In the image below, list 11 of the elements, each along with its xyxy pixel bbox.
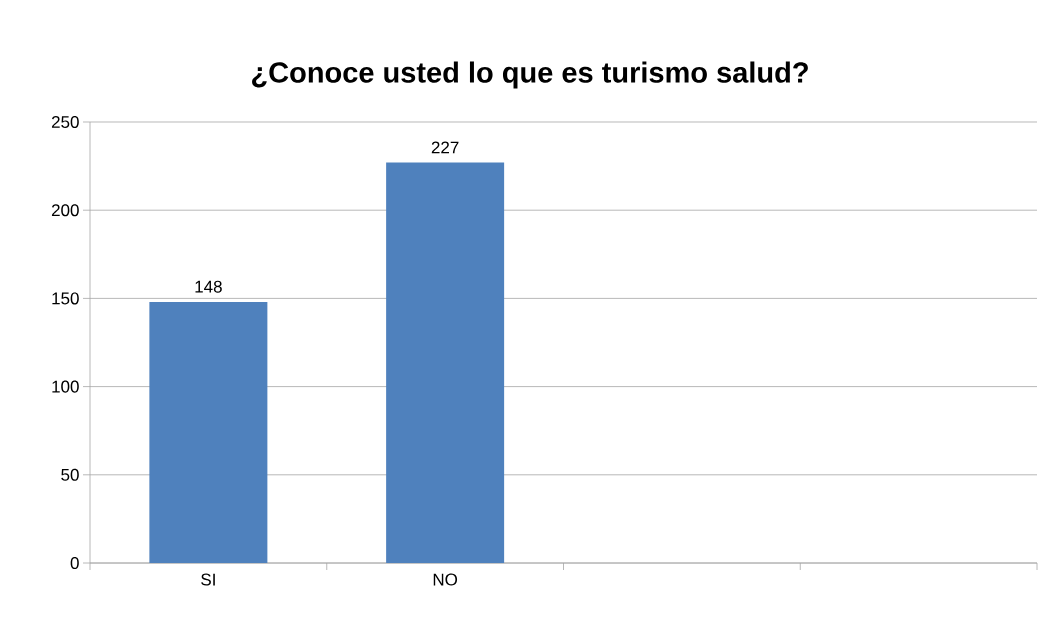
data-label: 148 <box>195 280 222 293</box>
x-tick-label: NO <box>433 573 458 586</box>
y-tick-label: 150 <box>52 292 79 305</box>
y-tick-label: 50 <box>61 468 79 481</box>
y-tick-label: 250 <box>51 115 79 129</box>
y-tick-label: 200 <box>51 204 79 217</box>
y-tick-label: 100 <box>52 380 79 393</box>
data-label: 227 <box>431 141 459 154</box>
x-tick-label: SI <box>201 573 215 586</box>
chart-title: ¿Conoce usted lo que es turismo salud? <box>252 61 808 89</box>
y-tick-label: 0 <box>70 556 79 570</box>
